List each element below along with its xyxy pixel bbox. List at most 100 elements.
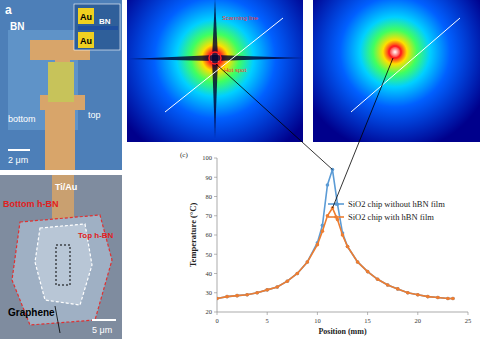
y-axis (217, 158, 218, 312)
hot-spot-ring (209, 52, 221, 64)
y-tick (214, 254, 217, 255)
series-marker (366, 270, 370, 274)
thermal-map (313, 0, 480, 142)
series-marker (426, 295, 430, 299)
thermal-annotation: Hot spot (224, 67, 247, 73)
x-tick-label: 20 (415, 317, 422, 324)
x-tick (267, 312, 268, 315)
series-marker (306, 260, 310, 264)
device-background (0, 0, 122, 170)
y-tick (214, 196, 217, 197)
legend: SiO2 chip without hBN film SiO2 chip with… (328, 199, 445, 222)
series-marker (285, 279, 289, 283)
connector (216, 64, 332, 170)
x-axis (217, 312, 468, 313)
scale-bar-label: 5 μm (92, 325, 112, 335)
bn-label: BN (99, 17, 111, 26)
series-marker (225, 295, 229, 299)
legend-label: SiO2 chip without hBN film (348, 199, 445, 209)
thermal-image: Scanning lineHot spot (127, 0, 303, 142)
series-marker (217, 297, 219, 301)
series-marker (306, 260, 310, 264)
series-marker (346, 245, 350, 249)
y-axis-title: Temperature (°C) (188, 203, 198, 268)
y-tick-label: 60 (206, 231, 213, 238)
x-tick-label: 15 (364, 317, 371, 324)
bottom-electrode (45, 110, 75, 170)
series-marker (451, 297, 455, 301)
series-marker (346, 245, 350, 249)
series-marker (225, 295, 229, 299)
y-tick (214, 292, 217, 293)
series-marker (265, 288, 269, 292)
series-marker (275, 285, 279, 289)
series-marker (416, 293, 420, 297)
series-marker (386, 283, 390, 287)
scanning-line (351, 18, 460, 112)
micrograph-panel: Ti/AuBottom h-BNTop h-BNGraphene5 μm (0, 175, 122, 339)
y-tick-label: 80 (206, 193, 213, 200)
series-marker (436, 296, 440, 300)
x-tick-label: 10 (314, 317, 321, 324)
series-marker (386, 283, 390, 287)
inset (74, 4, 120, 50)
plot-area (217, 168, 455, 301)
x-tick (468, 312, 469, 315)
series-marker (296, 272, 300, 276)
series-marker (326, 183, 330, 187)
electrode-label: Ti/Au (55, 182, 77, 192)
au-pad (78, 32, 94, 48)
x-tick (217, 312, 218, 315)
y-tick (214, 235, 217, 236)
layer-label: Bottom h-BN (3, 199, 59, 209)
graphene-channel (48, 62, 74, 102)
y-tick-label: 30 (206, 289, 213, 296)
connector (332, 58, 393, 208)
scale-bar-label: 2 μm (8, 155, 28, 165)
series-marker (235, 294, 239, 298)
series-marker (436, 296, 440, 300)
dark-streak (129, 55, 303, 61)
panel-label: a (5, 3, 12, 17)
series-marker (451, 297, 455, 301)
y-tick-label: 50 (206, 251, 213, 258)
scanning-line (165, 18, 283, 112)
series-marker (245, 293, 249, 297)
legend-marker (334, 215, 338, 219)
dark-streak (212, 0, 218, 138)
legend-label: SiO2 chip with hBN film (348, 212, 434, 222)
series-marker (321, 229, 325, 233)
pointer (55, 306, 60, 333)
series-marker (396, 287, 400, 291)
series-marker (341, 233, 345, 237)
series-marker (296, 272, 300, 276)
x-tick (367, 312, 368, 315)
series-marker (406, 291, 410, 295)
figure: AuAuBNaBNtopbottom2 μmTi/AuBottom h-BNTo… (0, 0, 480, 339)
chart-background (175, 145, 480, 339)
y-tick-label: 40 (206, 270, 213, 277)
series-marker (366, 270, 370, 274)
series-marker (446, 297, 450, 301)
y-tick-label: 90 (206, 174, 213, 181)
series-marker (265, 288, 269, 292)
series-marker (426, 295, 430, 299)
series-marker (255, 291, 259, 295)
series-marker (217, 297, 219, 301)
series-marker (406, 291, 410, 295)
y-tick (214, 215, 217, 216)
au-label: Au (80, 12, 92, 22)
flake-label: Graphene (8, 307, 55, 318)
bn-bar (78, 26, 118, 30)
x-tick-label: 5 (266, 317, 269, 324)
thermal-image (313, 0, 480, 142)
scale-bar (92, 319, 116, 321)
scale-bar (8, 149, 30, 151)
series-marker (376, 277, 380, 281)
x-tick (317, 312, 318, 315)
series-marker (396, 287, 400, 291)
y-tick (214, 273, 217, 274)
chart: 20304050607080901000510152025Position (m… (175, 145, 480, 339)
series-marker (356, 260, 360, 264)
hot-spot-ring (389, 46, 401, 58)
